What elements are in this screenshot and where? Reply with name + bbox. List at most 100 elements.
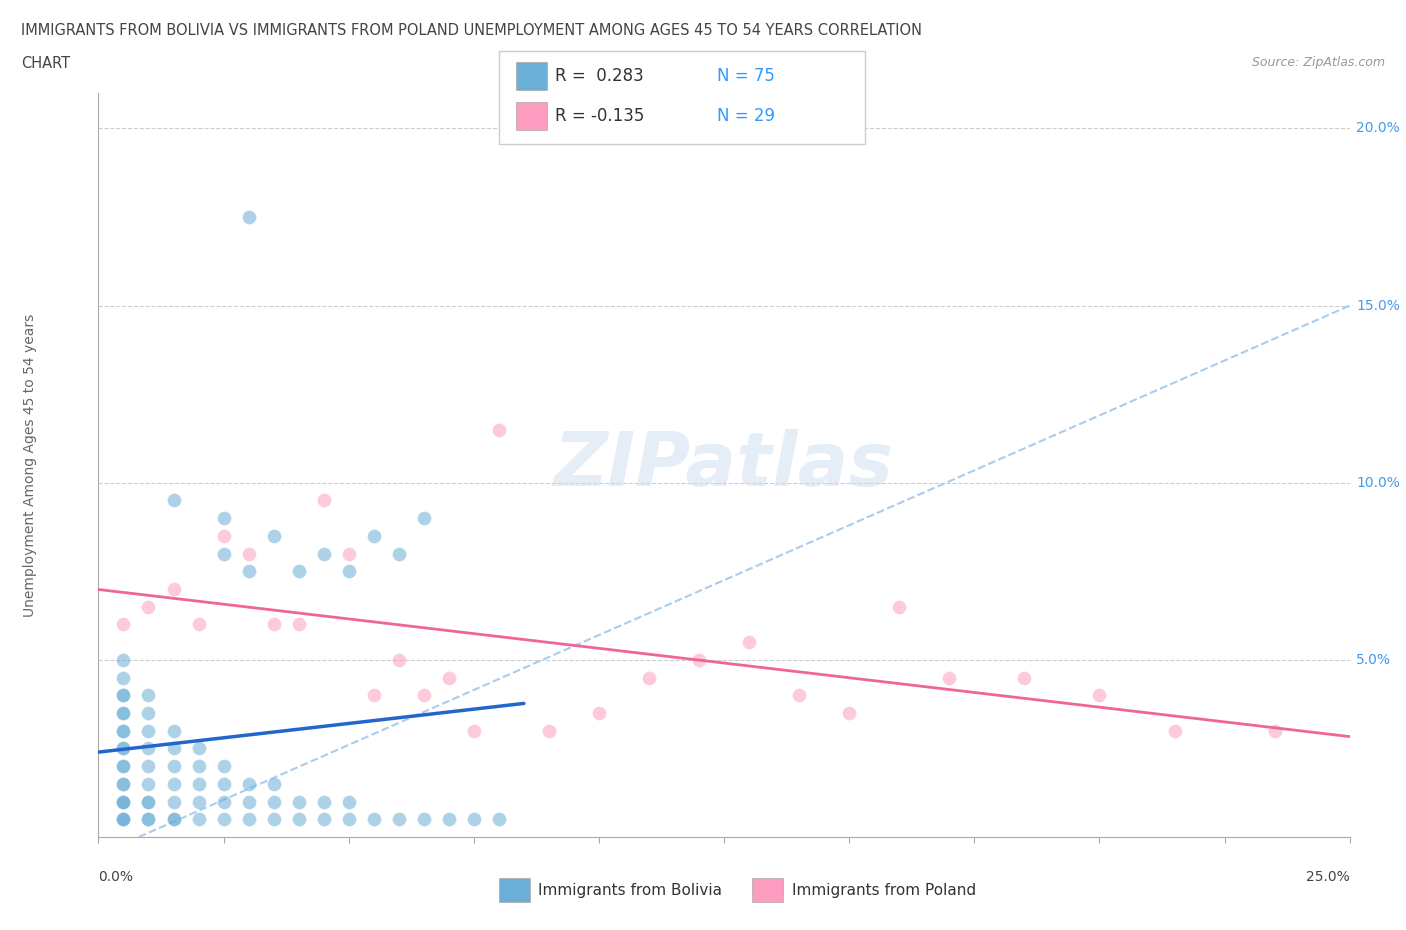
Text: ZIPatlas: ZIPatlas bbox=[554, 429, 894, 501]
Point bbox=[688, 653, 710, 668]
Point bbox=[238, 777, 260, 791]
Text: IMMIGRANTS FROM BOLIVIA VS IMMIGRANTS FROM POLAND UNEMPLOYMENT AMONG AGES 45 TO : IMMIGRANTS FROM BOLIVIA VS IMMIGRANTS FR… bbox=[21, 23, 922, 38]
Text: Immigrants from Poland: Immigrants from Poland bbox=[792, 883, 976, 897]
Point bbox=[1088, 688, 1111, 703]
Text: CHART: CHART bbox=[21, 56, 70, 71]
Point bbox=[537, 724, 560, 738]
Point bbox=[138, 741, 160, 756]
Point bbox=[412, 812, 434, 827]
Point bbox=[187, 759, 209, 774]
Point bbox=[112, 617, 135, 631]
Point bbox=[112, 741, 135, 756]
Point bbox=[938, 671, 960, 685]
Point bbox=[112, 724, 135, 738]
Point bbox=[212, 511, 235, 525]
Point bbox=[337, 546, 360, 561]
Point bbox=[138, 812, 160, 827]
Point bbox=[112, 724, 135, 738]
Point bbox=[238, 546, 260, 561]
Point bbox=[337, 812, 360, 827]
Point bbox=[1163, 724, 1185, 738]
Point bbox=[138, 706, 160, 721]
Point bbox=[1264, 724, 1286, 738]
Text: Immigrants from Bolivia: Immigrants from Bolivia bbox=[538, 883, 723, 897]
Point bbox=[312, 812, 335, 827]
Point bbox=[162, 812, 184, 827]
Point bbox=[638, 671, 661, 685]
Point bbox=[138, 724, 160, 738]
Text: N = 75: N = 75 bbox=[717, 67, 775, 86]
Point bbox=[412, 511, 434, 525]
Point bbox=[388, 812, 411, 827]
Point bbox=[312, 493, 335, 508]
Point bbox=[112, 794, 135, 809]
Point bbox=[138, 777, 160, 791]
Point bbox=[212, 794, 235, 809]
Point bbox=[112, 812, 135, 827]
Point bbox=[363, 688, 385, 703]
Point bbox=[437, 671, 460, 685]
Point bbox=[287, 794, 309, 809]
Point bbox=[112, 759, 135, 774]
Point bbox=[238, 812, 260, 827]
Text: 10.0%: 10.0% bbox=[1355, 476, 1400, 490]
Point bbox=[463, 812, 485, 827]
Point bbox=[312, 794, 335, 809]
Point bbox=[388, 546, 411, 561]
Point bbox=[1014, 671, 1036, 685]
Text: R =  0.283: R = 0.283 bbox=[555, 67, 644, 86]
Point bbox=[212, 546, 235, 561]
Point bbox=[187, 741, 209, 756]
Text: R = -0.135: R = -0.135 bbox=[555, 107, 645, 126]
Point bbox=[112, 812, 135, 827]
Point bbox=[162, 581, 184, 596]
Point bbox=[187, 777, 209, 791]
Text: 0.0%: 0.0% bbox=[98, 870, 134, 884]
Point bbox=[212, 759, 235, 774]
Point bbox=[112, 706, 135, 721]
Point bbox=[412, 688, 434, 703]
Point bbox=[437, 812, 460, 827]
Point bbox=[112, 671, 135, 685]
Point bbox=[488, 422, 510, 437]
Point bbox=[488, 812, 510, 827]
Point bbox=[212, 812, 235, 827]
Point bbox=[138, 812, 160, 827]
Point bbox=[138, 759, 160, 774]
Point bbox=[212, 777, 235, 791]
Point bbox=[238, 209, 260, 224]
Point bbox=[838, 706, 860, 721]
Point bbox=[187, 812, 209, 827]
Point bbox=[162, 812, 184, 827]
Point bbox=[138, 794, 160, 809]
Text: 15.0%: 15.0% bbox=[1355, 299, 1400, 312]
Point bbox=[138, 688, 160, 703]
Point bbox=[738, 634, 761, 649]
Point bbox=[787, 688, 810, 703]
Point bbox=[162, 794, 184, 809]
Point bbox=[263, 617, 285, 631]
Point bbox=[112, 794, 135, 809]
Point bbox=[238, 564, 260, 578]
Point bbox=[337, 794, 360, 809]
Point bbox=[312, 546, 335, 561]
Point bbox=[363, 528, 385, 543]
Point bbox=[162, 493, 184, 508]
Text: 5.0%: 5.0% bbox=[1355, 653, 1391, 667]
Text: N = 29: N = 29 bbox=[717, 107, 775, 126]
Point bbox=[112, 706, 135, 721]
Point bbox=[263, 528, 285, 543]
Point bbox=[112, 777, 135, 791]
Point bbox=[889, 599, 911, 614]
Point bbox=[238, 794, 260, 809]
Point bbox=[187, 617, 209, 631]
Point bbox=[212, 528, 235, 543]
Text: Unemployment Among Ages 45 to 54 years: Unemployment Among Ages 45 to 54 years bbox=[22, 313, 37, 617]
Point bbox=[112, 777, 135, 791]
Text: 20.0%: 20.0% bbox=[1355, 122, 1400, 136]
Point bbox=[112, 759, 135, 774]
Point bbox=[112, 741, 135, 756]
Point bbox=[187, 794, 209, 809]
Point bbox=[388, 653, 411, 668]
Point bbox=[138, 794, 160, 809]
